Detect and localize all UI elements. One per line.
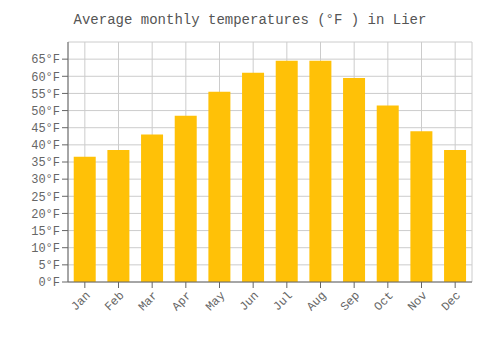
svg-text:10°F: 10°F <box>31 242 60 256</box>
svg-text:65°F: 65°F <box>31 53 60 67</box>
html-text:Average monthly temperatures (: Average monthly temperatures (°F ) in Li… <box>73 12 427 28</box>
svg-text:5°F: 5°F <box>38 259 60 273</box>
svg-text:0°F: 0°F <box>38 276 60 290</box>
svg-text:Feb: Feb <box>102 289 127 314</box>
svg-text:Dec: Dec <box>439 289 464 314</box>
svg-text:40°F: 40°F <box>31 139 60 153</box>
svg-text:Sep: Sep <box>338 289 363 314</box>
svg-text:Mar: Mar <box>136 289 161 314</box>
svg-text:15°F: 15°F <box>31 225 60 239</box>
svg-text:50°F: 50°F <box>31 105 60 119</box>
svg-text:Aug: Aug <box>304 289 329 314</box>
svg-text:45°F: 45°F <box>31 122 60 136</box>
svg-text:30°F: 30°F <box>31 173 60 187</box>
svg-text:Apr: Apr <box>170 289 195 314</box>
svg-text:Jan: Jan <box>69 289 94 314</box>
svg-text:Nov: Nov <box>405 289 430 314</box>
svg-text:55°F: 55°F <box>31 88 60 102</box>
svg-text:25°F: 25°F <box>31 191 60 205</box>
svg-text:Jun: Jun <box>237 289 262 314</box>
svg-text:May: May <box>203 289 228 314</box>
svg-text:Oct: Oct <box>372 289 397 314</box>
svg-text:Jul: Jul <box>271 289 296 314</box>
svg-text:20°F: 20°F <box>31 208 60 222</box>
svg-text:60°F: 60°F <box>31 71 60 85</box>
svg-text:35°F: 35°F <box>31 156 60 170</box>
